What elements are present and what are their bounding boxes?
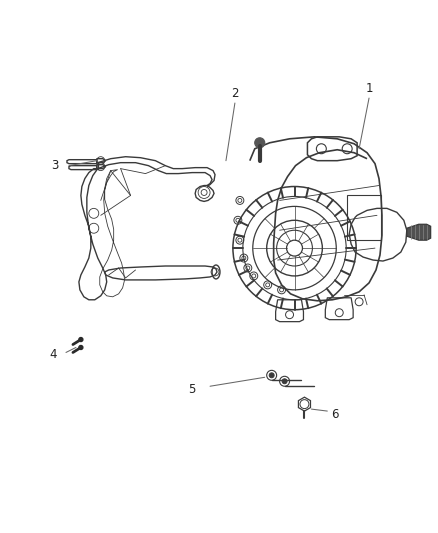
Text: 1: 1	[365, 82, 373, 95]
Circle shape	[282, 379, 287, 384]
Circle shape	[79, 337, 83, 342]
Circle shape	[79, 345, 83, 350]
Polygon shape	[407, 224, 431, 240]
Text: 4: 4	[49, 348, 57, 361]
Text: 3: 3	[51, 159, 59, 172]
Text: 5: 5	[188, 383, 196, 395]
Text: 6: 6	[332, 408, 339, 421]
Circle shape	[255, 138, 265, 148]
Text: 2: 2	[231, 86, 239, 100]
Circle shape	[269, 373, 274, 378]
